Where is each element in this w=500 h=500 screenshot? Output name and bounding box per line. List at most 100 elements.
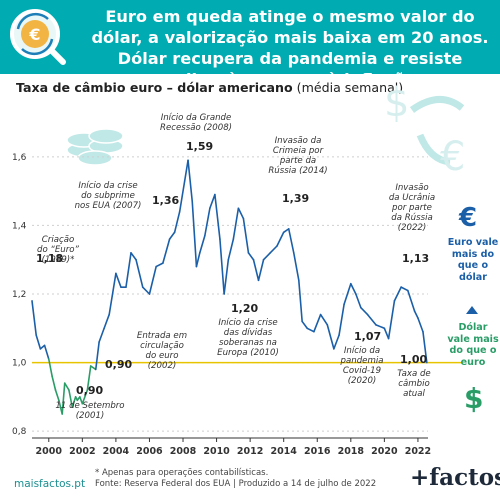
series-segment [333, 334, 340, 350]
annotation-text-line: Invasão da [275, 136, 322, 146]
series-segment [269, 245, 278, 254]
dollar-symbol: $ [464, 382, 484, 415]
series-segment [232, 207, 240, 240]
annotation-text-line: da Rússia [391, 213, 432, 223]
series-segment [219, 238, 225, 295]
series-segment [282, 228, 290, 234]
series-segment [148, 265, 157, 295]
series-segment [204, 207, 211, 237]
series-segment [355, 293, 362, 309]
series-segment [173, 210, 181, 234]
arrow-up-icon [466, 306, 478, 314]
series-segment [81, 389, 89, 405]
annotation-text-line: Início da Grande [161, 113, 232, 123]
chart-subtitle-normal: (média semanal) [292, 80, 404, 95]
annotation-text-line: parte da [279, 156, 316, 166]
series-segment [191, 200, 198, 268]
euro-watermark-icon: € [440, 134, 465, 180]
annotation-text-line: nos EUA (2007) [75, 201, 142, 211]
series-segment [187, 159, 194, 203]
annotation-text-line: da Ucrânia [389, 193, 435, 203]
series-segment [366, 313, 377, 326]
series-segment [297, 279, 303, 323]
annotation-text-line: do euro [146, 351, 179, 361]
euro-symbol: € [459, 203, 478, 233]
series-segment [343, 282, 352, 306]
series-segment [242, 217, 250, 254]
series-segment [360, 306, 369, 316]
annotation-value: 1,18 [36, 252, 63, 265]
series-segment [98, 327, 105, 343]
series-segment [306, 327, 315, 333]
series-segment [103, 313, 110, 330]
series-segment [375, 324, 386, 330]
annotation-text-line: Taxa de [397, 369, 430, 379]
x-tick-label: 2000 [36, 446, 63, 457]
annotation-text-line: Europa (2010) [217, 348, 279, 358]
series-segment [125, 252, 132, 288]
series-segment [276, 231, 285, 247]
source-line: Fonte: Reserva Federal dos EUA | Produzi… [95, 479, 377, 489]
annotation-text: Entrada em circulação do euro (2002) [137, 331, 187, 371]
series-segment [214, 193, 221, 240]
series-segment [135, 258, 144, 288]
series-segment [108, 272, 117, 316]
annotation-text-line: Recessão (2008) [160, 123, 232, 133]
y-tick-label: 1,4 [12, 221, 27, 231]
annotation-text: Invasão da Crimeia por parte da Rússia (201… [268, 136, 327, 176]
series-segment [63, 382, 70, 391]
annotation-value: 0,90 [105, 358, 132, 371]
annotation-text-line: Início da [344, 346, 380, 356]
header-banner: € Euro em queda atinge o mesmo valor do … [0, 0, 500, 89]
y-tick-label: 1,6 [12, 153, 27, 163]
annotation-text-line: soberanas na [219, 338, 277, 348]
series-segment [86, 365, 92, 391]
series-segment [387, 300, 396, 340]
series-segment [155, 262, 164, 268]
annotation-value: 0,90 [76, 384, 103, 397]
annotation-text: Início da pandemia Covid-19 (2020) [340, 346, 384, 386]
site-link[interactable]: maisfactos.pt [14, 478, 86, 490]
brand-logo: +factos [410, 464, 500, 491]
series-segment [178, 180, 186, 213]
series-segment [417, 317, 424, 333]
series-segment [130, 252, 137, 261]
annotation-value: 1,07 [354, 330, 381, 343]
annotation-value: 1,13 [402, 252, 429, 265]
x-tick-label: 2018 [338, 446, 365, 457]
series-segment [198, 234, 206, 254]
x-tick-label: 2004 [103, 446, 130, 457]
annotation-text-line: Invasão [395, 183, 428, 193]
annotation-value: 1,59 [186, 140, 213, 153]
coin-shape [77, 150, 113, 166]
x-tick-label: 2020 [371, 446, 398, 457]
series-segment [68, 389, 74, 408]
series-segment [168, 231, 176, 240]
exchange-arrow-shape [416, 133, 451, 166]
annotation-text-line: Crimeia por [273, 146, 324, 156]
annotation-text: Início da Grande Recessão (2008) [160, 113, 232, 133]
series-segment [162, 238, 171, 264]
x-tick-label: 2022 [405, 446, 431, 457]
series-segment [313, 313, 322, 333]
exchange-arrow-shape [409, 96, 465, 113]
dollar-stronger-label: Dólar vale mais do que o euro [447, 322, 499, 368]
x-tick-label: 2008 [170, 446, 197, 457]
annotation-text-line: Criação [42, 235, 74, 245]
annotation-text-line: do subprime [81, 191, 135, 201]
y-tick-label: 1,2 [12, 290, 26, 300]
annotation-text: Criação do “Euro” (1999)* [37, 235, 80, 265]
annotation-value: 1,36 [152, 194, 179, 207]
series-segment [237, 207, 245, 220]
series-segment [227, 238, 235, 261]
y-tick-label: 1,0 [12, 359, 27, 369]
series-segment [262, 252, 272, 261]
annotation-text-line: Início da crise [218, 318, 277, 328]
series-segment [141, 286, 151, 295]
series-segment [287, 228, 295, 254]
series-segment [61, 382, 66, 415]
annotation-text-line: circulação [140, 341, 184, 351]
annotation-text-line: atual [403, 389, 425, 399]
series-segment [195, 252, 201, 268]
